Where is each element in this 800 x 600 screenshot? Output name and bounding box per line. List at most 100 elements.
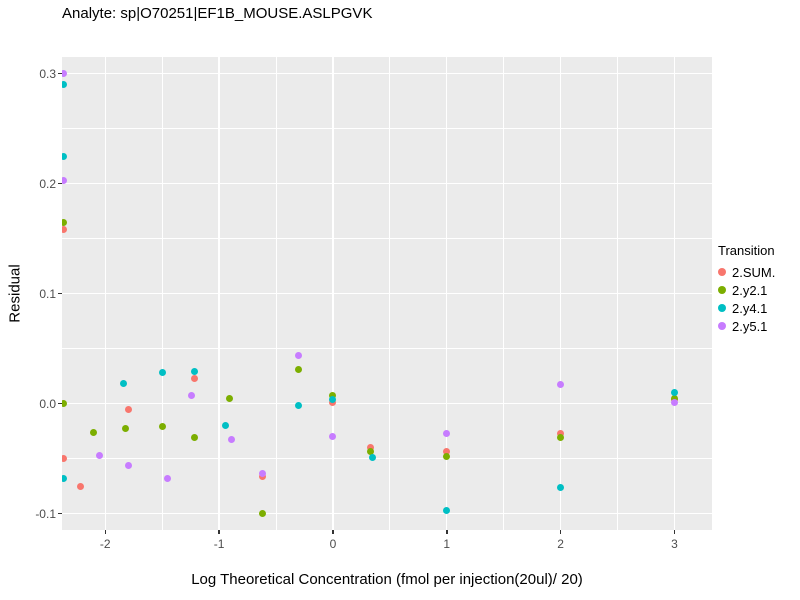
data-point (124, 405, 132, 413)
data-point (258, 470, 266, 478)
data-point (222, 422, 230, 429)
data-point (62, 81, 67, 88)
x-tick-label: -2 (99, 537, 111, 551)
y-gridline-minor (62, 238, 712, 239)
y-gridline-minor (62, 128, 712, 129)
x-tick-mark (559, 530, 562, 534)
data-point (670, 389, 678, 396)
data-point (225, 394, 233, 402)
data-point (124, 461, 132, 469)
x-tick-label: 1 (443, 537, 451, 551)
x-tick-label: -1 (213, 537, 225, 551)
x-tick-mark (446, 530, 448, 534)
data-point (443, 452, 451, 460)
legend-item-label: 2.y4.1 (732, 300, 768, 316)
y-gridline-major (62, 512, 712, 515)
x-gridline-major (104, 57, 106, 530)
y-gridline-major (62, 72, 712, 75)
data-point (557, 429, 565, 437)
data-point (190, 374, 198, 382)
legend-swatch-icon (718, 286, 726, 294)
data-point (76, 482, 84, 490)
chart-title: Analyte: sp|O70251|EF1B_MOUSE.ASLPGVK (62, 5, 373, 22)
x-gridline-major (446, 57, 448, 530)
y-gridline-major (62, 402, 712, 405)
x-gridline-major (673, 57, 676, 530)
y-tick-mark (58, 72, 62, 75)
data-point (557, 483, 565, 491)
x-tick-label: 0 (329, 537, 337, 551)
data-point (190, 368, 198, 376)
data-point (443, 506, 451, 514)
data-point (329, 433, 337, 440)
data-point (443, 429, 451, 437)
data-point (369, 453, 377, 461)
data-point (670, 394, 678, 402)
x-tick-mark (673, 530, 676, 534)
legend-item: 2.SUM. (718, 263, 798, 281)
y-tick-mark (58, 512, 62, 515)
data-point (164, 474, 172, 482)
x-gridline-major (559, 57, 562, 530)
data-point (329, 395, 337, 403)
legend-title: Transition (718, 243, 775, 258)
legend-item-label: 2.SUM. (732, 264, 776, 280)
x-gridline-major (218, 57, 220, 530)
data-point (190, 434, 198, 442)
data-point (62, 455, 67, 462)
y-tick-label: 0.1 (39, 286, 56, 301)
x-tick-mark (104, 530, 106, 534)
y-gridline-major (62, 292, 712, 295)
x-tick-mark (218, 530, 220, 534)
legend-item: 2.y4.1 (718, 299, 798, 317)
x-tick-mark (332, 530, 334, 534)
legend-swatch-icon (718, 322, 726, 330)
x-axis-label: Log Theoretical Concentration (fmol per … (191, 571, 583, 588)
data-point (443, 448, 451, 456)
data-point (122, 425, 130, 433)
data-point (62, 152, 67, 160)
legend-item: 2.y2.1 (718, 281, 798, 299)
legend-item-label: 2.y5.1 (732, 318, 768, 334)
y-tick-mark (58, 292, 62, 295)
data-point (295, 365, 303, 373)
data-point (119, 380, 127, 388)
x-tick-label: 3 (671, 537, 678, 551)
data-point (228, 436, 236, 444)
data-point (62, 176, 67, 184)
legend: Transition 2.SUM. 2.y2.1 2.y4.1 2.y5.1 (718, 243, 798, 335)
legend-swatch-icon (718, 268, 726, 276)
data-point (366, 448, 374, 456)
y-gridline-minor (62, 458, 712, 459)
data-point (62, 218, 67, 226)
legend-swatch-icon (718, 304, 726, 312)
data-point (62, 474, 67, 482)
data-point (90, 428, 98, 436)
legend-item: 2.y5.1 (718, 317, 798, 335)
data-point (158, 423, 166, 431)
data-point (366, 444, 374, 451)
data-point (62, 400, 67, 407)
data-point (62, 70, 67, 77)
y-tick-mark (58, 182, 62, 185)
x-tick-label: 2 (557, 537, 564, 551)
data-point (96, 451, 104, 459)
x-gridline-major (332, 57, 334, 530)
data-point (670, 398, 678, 406)
data-point (188, 392, 196, 400)
data-point (557, 381, 565, 389)
y-gridline-minor (62, 348, 712, 349)
data-point (557, 434, 565, 442)
legend-items: 2.SUM. 2.y2.1 2.y4.1 2.y5.1 (718, 263, 798, 335)
data-point (258, 510, 266, 517)
y-tick-label: 0.2 (39, 176, 56, 191)
y-gridline-major (62, 182, 712, 185)
y-tick-label: 0.3 (39, 66, 56, 81)
y-tick-mark (58, 402, 62, 405)
data-point (295, 351, 303, 359)
y-tick-label: -0.1 (35, 506, 56, 521)
data-point (158, 369, 166, 377)
data-point (295, 402, 303, 410)
legend-item-label: 2.y2.1 (732, 282, 768, 298)
